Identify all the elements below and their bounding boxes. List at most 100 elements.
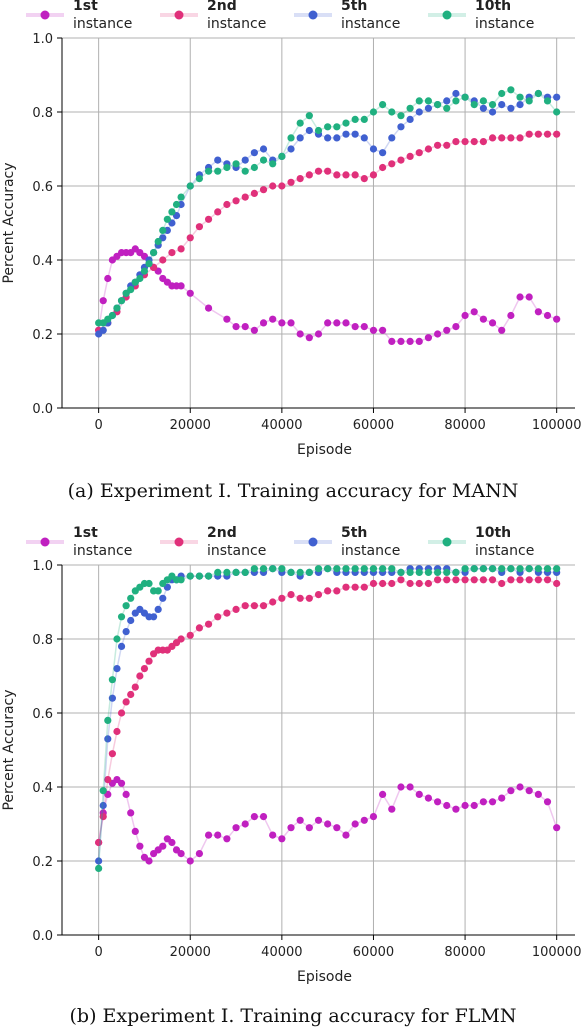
data-point bbox=[145, 857, 153, 865]
legend-marker bbox=[40, 10, 50, 20]
data-point bbox=[360, 175, 368, 183]
data-point bbox=[342, 565, 350, 573]
y-tick-label: 0.8 bbox=[32, 633, 53, 648]
data-point bbox=[369, 108, 378, 116]
data-point bbox=[443, 326, 451, 334]
data-point bbox=[195, 223, 204, 231]
data-point bbox=[204, 304, 213, 312]
data-point bbox=[498, 579, 506, 588]
data-point bbox=[136, 274, 144, 283]
chart-panel-b: 0 20000 40000 60000 80000 100000 0.0 0.2 0.4 0.6 0… bbox=[1, 525, 581, 1027]
data-point bbox=[443, 97, 451, 105]
data-point bbox=[136, 672, 144, 680]
data-point bbox=[131, 827, 139, 836]
data-point bbox=[177, 282, 185, 290]
data-point bbox=[553, 824, 561, 832]
data-point bbox=[397, 156, 405, 164]
data-point bbox=[479, 138, 487, 146]
legend-label-line1: 10th bbox=[475, 0, 511, 14]
series-line bbox=[97, 247, 557, 343]
series-1 bbox=[95, 130, 561, 334]
data-point bbox=[177, 193, 185, 201]
data-point bbox=[324, 123, 332, 131]
y-tick-label: 0.4 bbox=[32, 781, 53, 796]
data-point bbox=[424, 145, 433, 153]
data-point bbox=[333, 587, 341, 595]
data-point bbox=[461, 138, 469, 146]
data-point bbox=[95, 838, 103, 847]
data-point bbox=[296, 816, 304, 824]
y-tick-label: 1.0 bbox=[32, 559, 53, 574]
data-point bbox=[305, 126, 313, 135]
data-point bbox=[516, 293, 524, 301]
data-point bbox=[324, 565, 332, 573]
data-point bbox=[259, 565, 268, 573]
data-point bbox=[461, 311, 469, 320]
legend-entry: 1st instance bbox=[26, 525, 132, 559]
data-point bbox=[553, 93, 561, 101]
x-tick-label: 40000 bbox=[261, 418, 302, 433]
data-point bbox=[117, 297, 126, 305]
data-point bbox=[479, 104, 487, 112]
data-point bbox=[214, 831, 222, 839]
data-point bbox=[287, 591, 295, 599]
data-point bbox=[424, 794, 433, 802]
data-point bbox=[397, 576, 405, 584]
data-point bbox=[269, 182, 277, 190]
data-point bbox=[415, 790, 423, 799]
legend-label-line2: instance bbox=[73, 16, 132, 32]
data-point bbox=[241, 167, 249, 175]
data-point bbox=[296, 594, 304, 602]
data-point bbox=[388, 134, 396, 142]
data-point bbox=[534, 89, 542, 98]
data-point bbox=[360, 583, 368, 591]
data-point bbox=[296, 134, 304, 142]
data-point bbox=[140, 267, 149, 275]
data-point bbox=[360, 565, 368, 573]
data-point bbox=[360, 134, 368, 142]
data-point bbox=[108, 676, 116, 684]
y-tick-label: 0.6 bbox=[32, 180, 53, 195]
data-point bbox=[145, 657, 153, 665]
data-point bbox=[104, 716, 112, 725]
data-point bbox=[543, 576, 552, 584]
data-point bbox=[443, 104, 451, 112]
legend-entry: 2nd instance bbox=[160, 0, 266, 32]
data-point bbox=[195, 624, 204, 632]
data-point bbox=[241, 602, 249, 610]
data-point bbox=[154, 237, 162, 246]
data-point bbox=[104, 274, 112, 283]
data-point bbox=[324, 587, 332, 595]
data-point bbox=[479, 576, 487, 584]
data-point bbox=[470, 308, 478, 316]
data-point bbox=[278, 594, 286, 602]
data-point bbox=[424, 568, 433, 577]
data-point bbox=[223, 609, 231, 617]
data-point bbox=[415, 97, 423, 105]
legend-label-line1: 5th bbox=[341, 0, 367, 14]
data-point bbox=[150, 249, 158, 257]
data-point bbox=[154, 605, 162, 614]
data-point bbox=[333, 565, 341, 573]
data-point bbox=[305, 112, 313, 120]
x-tick-label: 60000 bbox=[353, 945, 394, 960]
data-point bbox=[534, 565, 542, 573]
data-point bbox=[314, 167, 323, 175]
data-point bbox=[186, 572, 194, 580]
data-point bbox=[269, 160, 277, 168]
series-line bbox=[97, 778, 558, 863]
data-point bbox=[232, 605, 240, 614]
data-point bbox=[122, 790, 130, 799]
data-point bbox=[305, 568, 313, 577]
data-point bbox=[397, 337, 405, 345]
data-point bbox=[168, 208, 176, 216]
data-point bbox=[452, 89, 460, 98]
data-point bbox=[269, 565, 277, 573]
data-point bbox=[516, 565, 524, 573]
data-point bbox=[433, 576, 442, 584]
data-point bbox=[379, 149, 387, 157]
data-point bbox=[516, 783, 524, 791]
data-point bbox=[177, 576, 185, 584]
data-point bbox=[159, 226, 167, 234]
data-point bbox=[433, 330, 442, 338]
